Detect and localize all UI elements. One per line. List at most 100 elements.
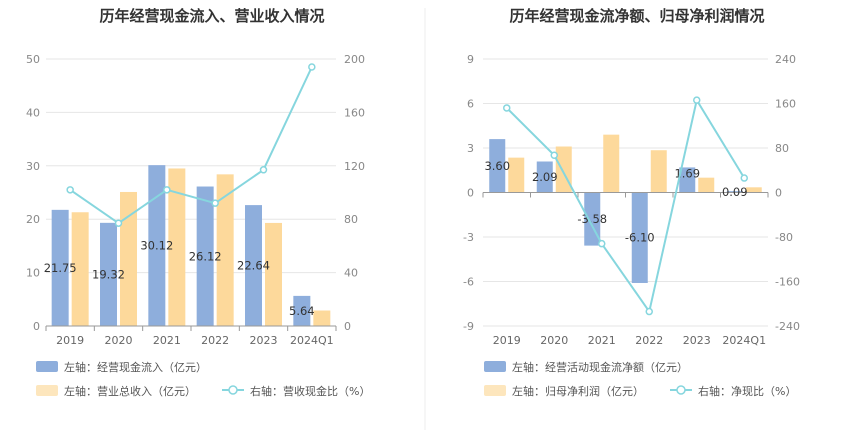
ratio-line (69, 66, 313, 225)
bar-primary (196, 186, 214, 326)
bar-primary (293, 295, 311, 326)
x-axis-tick-label: 2023 (683, 334, 711, 347)
x-axis-tick-label: 2024Q1 (722, 334, 766, 347)
chart-panel-cash-inflow-revenue: 历年经营现金流入、营业收入情况 0 10 20 30 40 50 0 40 80 120 160 2… (26, 7, 370, 398)
bar-data-label: 21.75 (44, 261, 77, 275)
left-axis-tick-label: 3 (467, 142, 474, 155)
bar-data-label: 2.09 (532, 170, 558, 184)
legend-item-revenue[interactable]: 左轴：营业总收入（亿元） (36, 384, 196, 398)
ratio-point (740, 174, 748, 182)
ratio-point (114, 219, 123, 227)
chart-title: 历年经营现金流净额、归母净利润情况 (509, 7, 764, 25)
bar-primary (100, 222, 117, 326)
bar-secondary (168, 168, 186, 326)
left-axis-tick-label: 30 (26, 160, 40, 173)
bar-secondary (603, 134, 620, 193)
x-axis-ticks: 2019 2020 2021 2022 2023 2024Q1 (56, 334, 333, 347)
right-axis-tick-label: 0 (775, 187, 782, 200)
legend-item-net-profit[interactable]: 左轴：归母净利润（亿元） (484, 384, 644, 398)
gridlines (46, 58, 336, 327)
x-axis-ticks: 2019 2020 2021 2022 2023 2024Q1 (493, 334, 766, 347)
x-axis (482, 192, 769, 198)
bars (51, 165, 331, 326)
bar-data-label: 3.60 (484, 159, 510, 173)
right-axis-tick-label: 80 (344, 213, 358, 226)
left-axis-tick-label: 50 (26, 53, 40, 66)
right-axis-tick-label: 240 (775, 53, 796, 66)
legend-label: 左轴：经营现金流入（亿元） (64, 360, 207, 374)
ratio-line-series (503, 96, 748, 316)
bar-primary (631, 192, 648, 283)
right-axis-ticks: -240 -160 -80 0 80 160 240 (775, 53, 800, 333)
legend-label: 左轴：经营活动现金流净额（亿元） (512, 360, 688, 374)
legend-swatch-bar (36, 361, 58, 372)
right-axis-tick-label: 80 (775, 142, 789, 155)
bar-secondary (555, 146, 572, 193)
right-axis-tick-label: -240 (775, 320, 800, 333)
legend-swatch-bar (484, 385, 506, 396)
bar-data-label: 19.32 (92, 267, 125, 281)
right-axis-tick-label: 200 (344, 53, 365, 66)
right-axis-tick-label: 160 (775, 98, 796, 111)
bar-secondary (216, 174, 234, 326)
chart-panel-net-cashflow-profit: 历年经营现金流净额、归母净利润情况 -9 -6 -3 0 3 6 9 -240 -160 -80… (463, 7, 800, 398)
left-axis-ticks: -9 -6 -3 0 3 6 9 (463, 53, 474, 333)
x-axis (45, 325, 337, 331)
ratio-point (693, 96, 701, 104)
legend-item-cash-inflow[interactable]: 左轴：经营现金流入（亿元） (36, 360, 207, 374)
x-axis-tick-label: 2021 (588, 334, 616, 347)
right-axis-tick-label: 120 (344, 160, 365, 173)
left-axis-tick-label: 0 (467, 187, 474, 200)
ratio-line (506, 97, 746, 314)
bar-data-label: 26.12 (189, 249, 222, 263)
bar-primary (536, 161, 553, 193)
left-axis-tick-label: 40 (26, 106, 40, 119)
right-axis-ticks: 0 40 80 120 160 200 (344, 53, 365, 333)
legend-item-net-cash-ratio[interactable]: 右轴：净现比（%） (670, 384, 796, 398)
legend-item-cash-revenue-ratio[interactable]: 右轴：营收现金比（%） (222, 384, 370, 398)
ratio-point (503, 104, 511, 112)
legend: 左轴：经营现金流入（亿元） 左轴：营业总收入（亿元） 右轴：营收现金比（%） (36, 360, 370, 398)
ratio-line-series (66, 63, 316, 227)
bar-primary (489, 139, 506, 193)
right-axis-tick-label: 40 (344, 267, 358, 280)
x-axis-tick-label: 2022 (201, 334, 229, 347)
left-axis-tick-label: 10 (26, 267, 40, 280)
x-axis-tick-label: 2020 (540, 334, 568, 347)
bar-primary (679, 167, 696, 193)
left-axis-tick-label: -6 (463, 276, 474, 289)
ratio-point (211, 199, 219, 207)
left-axis-ticks: 0 10 20 30 40 50 (26, 53, 40, 333)
left-axis-tick-label: 0 (33, 320, 40, 333)
bar-secondary (508, 157, 525, 193)
bar-primary (51, 209, 69, 326)
right-axis-tick-label: 160 (344, 106, 365, 119)
bar-data-label: -3.58 (577, 212, 607, 226)
left-axis-tick-label: -3 (463, 231, 474, 244)
data-labels: 21.75 19.32 30.12 26.12 22.64 5.64 (44, 239, 315, 318)
ratio-point (598, 239, 606, 248)
bar-secondary (265, 222, 282, 326)
legend-swatch-bar (36, 385, 58, 396)
bar-primary (148, 165, 166, 326)
x-axis-tick-label: 2022 (635, 334, 663, 347)
ratio-point (66, 186, 74, 194)
ratio-point (550, 151, 558, 159)
legend-label: 右轴：净现比（%） (698, 384, 796, 398)
bar-primary (245, 205, 262, 326)
legend-item-net-operating-cashflow[interactable]: 左轴：经营活动现金流净额（亿元） (484, 360, 688, 374)
x-axis-tick-label: 2020 (105, 334, 133, 347)
right-axis-tick-label: -80 (775, 231, 793, 244)
ratio-point (308, 63, 316, 71)
x-axis-tick-label: 2024Q1 (290, 334, 334, 347)
bar-data-label: 0.09 (722, 185, 748, 199)
bar-data-label: 22.64 (237, 259, 270, 273)
x-axis-tick-label: 2019 (493, 334, 521, 347)
bar-data-label: 30.12 (140, 239, 173, 253)
legend-swatch-marker (228, 385, 238, 395)
ratio-point (645, 307, 653, 316)
bar-secondary (120, 191, 137, 326)
ratio-point (259, 166, 268, 174)
